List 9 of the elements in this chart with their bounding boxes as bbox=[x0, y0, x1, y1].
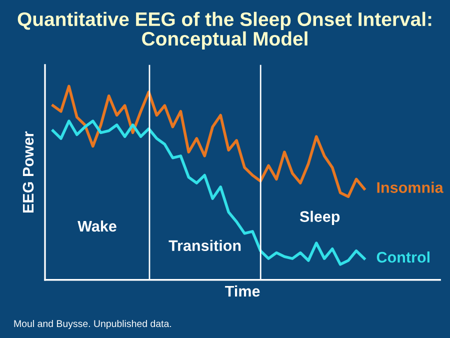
series-label: Insomnia bbox=[377, 182, 444, 193]
chart-title: Quantitative EEG of the Sleep Onset Interval: Conceptual Model bbox=[18, 12, 432, 50]
x-axis-title: Time bbox=[225, 285, 260, 297]
text: Moul and Buysse. Unpublished data. bbox=[14, 320, 171, 330]
series-label: Control bbox=[376, 251, 430, 263]
y-axis-title: EEG Power bbox=[22, 131, 34, 213]
annotation: Transition bbox=[168, 240, 241, 252]
annotation: Sleep bbox=[300, 210, 340, 226]
annotation: Wake bbox=[78, 220, 116, 232]
